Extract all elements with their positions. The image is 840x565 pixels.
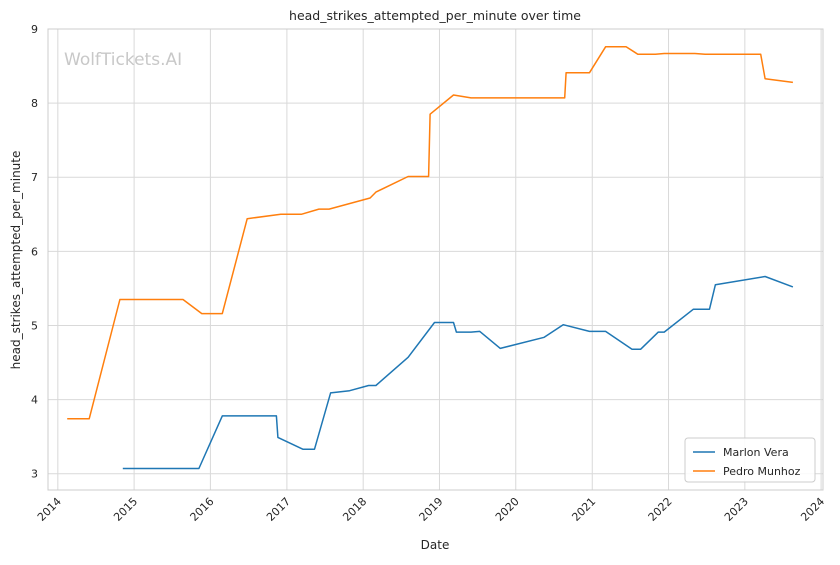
series-lines [67, 46, 794, 470]
legend: Marlon Vera Pedro Munhoz [684, 437, 816, 483]
grid-lines [48, 28, 823, 490]
series-line-marlon-vera [122, 275, 794, 470]
y-axis-label: head_strikes_attempted_per_minute [9, 151, 23, 370]
legend-box [684, 437, 816, 483]
series-line-pedro-munhoz [67, 46, 793, 420]
y-tick-label: 8 [31, 97, 38, 110]
plot-area-frame [47, 28, 824, 491]
y-tick-label: 9 [31, 23, 38, 36]
legend-label: Marlon Vera [723, 446, 789, 459]
y-tick-label: 5 [31, 319, 38, 332]
y-tick-label: 4 [31, 394, 38, 407]
y-tick-label: 7 [31, 171, 38, 184]
y-axis-ticks: 3 4 5 6 7 8 9 [31, 23, 38, 481]
legend-label: Pedro Munhoz [723, 465, 801, 478]
y-tick-label: 6 [31, 245, 38, 258]
y-tick-label: 3 [31, 468, 38, 481]
watermark: WolfTickets.AI [64, 50, 182, 70]
chart-title: head_strikes_attempted_per_minute over t… [289, 8, 581, 23]
x-axis-label: Date [421, 538, 450, 552]
